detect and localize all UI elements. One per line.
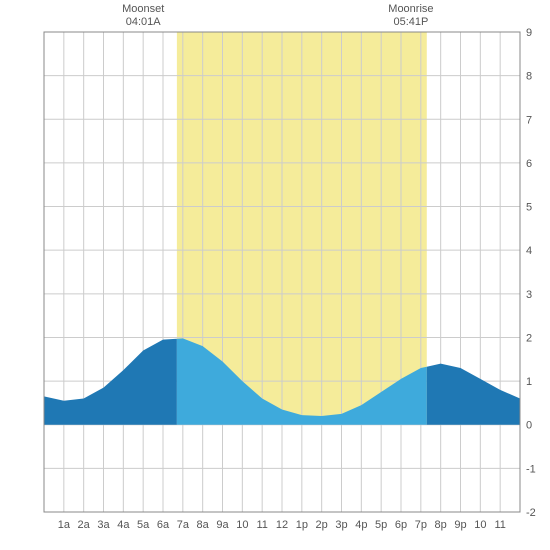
- x-tick-label: 2p: [316, 519, 328, 531]
- x-tick-label: 1a: [58, 519, 71, 531]
- y-tick-label: 4: [526, 245, 532, 257]
- y-tick-label: 9: [526, 27, 532, 39]
- tide-chart: -2-101234567891a2a3a4a5a6a7a8a9a1011121p…: [0, 0, 550, 550]
- x-tick-label: 5p: [375, 519, 387, 531]
- x-tick-label: 4a: [117, 519, 130, 531]
- x-tick-label: 5a: [137, 519, 150, 531]
- y-tick-label: 0: [526, 420, 532, 432]
- x-tick-label: 4p: [355, 519, 367, 531]
- y-tick-label: 3: [526, 289, 532, 301]
- y-tick-label: 7: [526, 114, 532, 126]
- x-tick-label: 9p: [454, 519, 466, 531]
- x-tick-label: 6a: [157, 519, 170, 531]
- x-tick-label: 3p: [335, 519, 347, 531]
- x-tick-label: 10: [236, 519, 248, 531]
- y-tick-label: 6: [526, 158, 532, 170]
- y-tick-label: -1: [526, 463, 536, 475]
- x-tick-label: 11: [256, 519, 267, 531]
- moonset-title: Moonset: [122, 3, 164, 15]
- x-tick-label: 12: [276, 519, 288, 531]
- moonrise-time: 05:41P: [393, 16, 428, 28]
- x-tick-label: 8a: [197, 519, 210, 531]
- y-tick-label: 8: [526, 71, 532, 83]
- y-tick-label: 1: [526, 376, 532, 388]
- y-tick-label: -2: [526, 507, 536, 519]
- moonset-time: 04:01A: [126, 16, 162, 28]
- x-tick-label: 7a: [177, 519, 190, 531]
- moonrise-title: Moonrise: [388, 3, 433, 15]
- x-tick-label: 6p: [395, 519, 407, 531]
- y-tick-label: 5: [526, 202, 532, 214]
- x-tick-label: 11: [494, 519, 505, 531]
- x-tick-label: 7p: [415, 519, 427, 531]
- chart-svg: -2-101234567891a2a3a4a5a6a7a8a9a1011121p…: [0, 0, 550, 550]
- x-tick-label: 8p: [435, 519, 447, 531]
- x-tick-label: 1p: [296, 519, 308, 531]
- x-tick-label: 3a: [97, 519, 110, 531]
- y-tick-label: 2: [526, 332, 532, 344]
- x-tick-label: 10: [474, 519, 486, 531]
- x-tick-label: 9a: [216, 519, 229, 531]
- x-tick-label: 2a: [78, 519, 91, 531]
